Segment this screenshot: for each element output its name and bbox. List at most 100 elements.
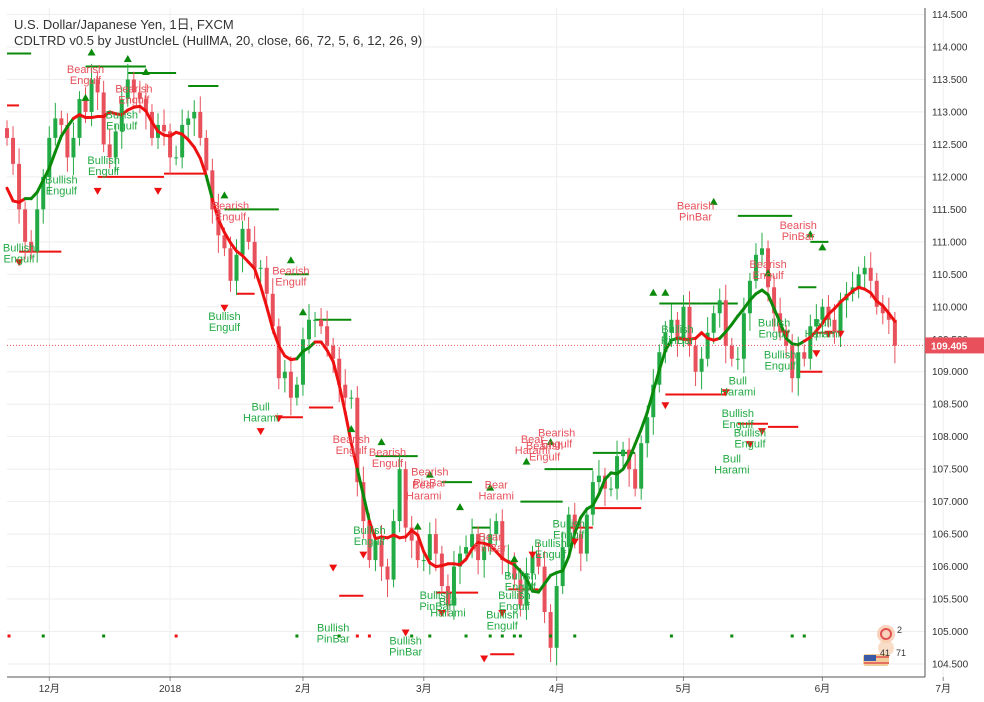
y-tick-label: 106.500 [932,530,969,541]
up-triangle-icon [425,470,434,478]
bullish-pattern-label: Engulf [46,185,78,197]
hma-down-segment [259,284,269,309]
bull-dot [802,634,806,638]
up-triangle-icon [661,288,670,296]
up-triangle-icon [709,197,718,205]
up-triangle-icon [456,503,464,511]
candle-body [385,566,390,580]
x-tick-label: 2018 [159,684,182,695]
bull-dot [337,634,341,638]
candle-body [645,417,650,444]
candle-body [107,144,112,158]
hma-down-segment [349,441,359,471]
hma-down-segment [228,241,239,253]
bear-dot [367,634,371,638]
hma-down-segment [271,327,281,348]
candle-body [621,449,626,457]
candle-body [699,358,704,372]
candle-body [210,170,215,210]
bull-dot [518,634,522,638]
bullish-pattern-label: Bullish [389,636,421,648]
broker-logo-icon: 2 41 71 [863,625,906,666]
bullish-pattern-label: Bullish [3,243,35,255]
bull-dot [500,634,504,638]
y-tick-label: 108.500 [932,400,969,411]
candle-body [47,137,52,177]
candle-body [397,469,402,522]
hma-up-segment [597,477,607,496]
hma-up-segment [53,134,63,154]
down-triangle-icon [721,389,730,397]
bullish-pattern-label: Bullish [764,350,796,362]
candle-body [282,371,287,379]
bullish-pattern-label: Engulf [505,582,537,594]
down-triangle-icon [93,187,102,195]
bullish-pattern-label: Bullish [498,590,530,602]
bear-dot [7,634,11,638]
candle-body [536,553,541,567]
candle-body [113,131,118,158]
hma-down-segment [887,311,897,323]
candle-body [198,111,203,138]
x-axis-labels: 12月 2018 2月 3月 4月 5月 6月 7月 [39,683,951,695]
down-triangle-icon [480,655,489,663]
candle-body [23,209,28,242]
hma-up-segment [35,178,45,194]
candle-body [403,469,408,528]
candle-body [512,560,517,580]
up-triangle-icon [81,93,90,101]
bullish-pattern-label: Bullish [353,525,385,537]
candle-body [482,547,487,561]
signal-markers [15,48,845,663]
bearish-pattern-label: Bearish [115,83,152,95]
hma-up-segment [651,368,661,393]
candle-body [349,397,354,399]
bullish-pattern-label: Engulf [487,621,519,633]
hma-up-segment [579,507,589,519]
candle-body [874,280,879,307]
bearish-pattern-label: Harami [515,445,550,457]
candle-body [760,248,764,255]
grid-lines [7,8,944,681]
hma-up-segment [742,298,752,311]
bullish-pattern-label: Engulf [553,530,585,542]
candle-body [433,534,438,554]
candle-body [11,137,16,164]
candle-body [65,124,70,158]
down-triangle-icon [329,564,338,572]
bearish-pattern-label: Engulf [541,439,573,451]
down-triangle-icon [498,610,507,618]
hma-up-segment [355,467,365,497]
candle-body [276,326,281,379]
bullish-pattern-label: Engulf [88,166,120,178]
bull-dot [512,634,516,638]
bearish-pattern-label: Engulf [275,276,307,288]
hma-down-segment [869,291,879,303]
hma-down-segment [367,519,377,541]
bearish-pattern-label: Bear [412,480,436,492]
candle-body [409,527,414,541]
hma-up-segment [724,322,734,334]
candle-body [313,319,318,321]
candle-body [337,358,342,385]
bearish-pattern-label: Bearish [677,200,714,212]
up-triangle-icon [286,256,295,264]
bearish-pattern-label: Bearish [369,447,406,459]
candle-body [464,547,469,554]
up-triangle-icon [486,483,495,491]
y-tick-label: 111.500 [932,205,967,216]
candle-body [77,98,82,138]
y-tick-label: 109.000 [932,367,969,378]
up-triangle-icon [522,457,531,465]
hma-down-segment [198,156,208,178]
candle-body [693,345,698,372]
bullish-pattern-label: Engulf [722,419,754,431]
bull-dot [488,634,492,638]
bullish-pattern-label: Bullish [87,155,119,167]
logo-number-2: 41 [880,648,890,658]
hma-up-segment [766,293,776,311]
indicator-title: CDLTRD v0.5 by JustUncleL (HullMA, 20, c… [14,33,423,48]
hma-up-segment [567,531,577,559]
candle-body [439,553,444,587]
